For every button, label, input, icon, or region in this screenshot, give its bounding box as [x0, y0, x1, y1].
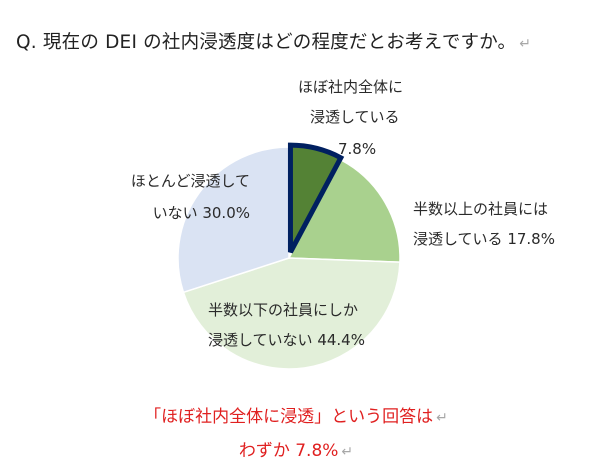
pie-slice-2 [182, 257, 401, 370]
slice-label-2-line1: 半数以下の社員にしか [208, 301, 359, 319]
slice-label-0-value: 7.8% [338, 140, 377, 158]
question-heading: Q. 現在の DEI の社内浸透度はどの程度だとお考えですか。 ↵ [16, 32, 532, 53]
slice-label-1-line1: 半数以上の社員には [413, 200, 549, 218]
return-mark-icon: ↵ [341, 444, 354, 460]
pie-slice-0 [287, 142, 345, 254]
slice-label-3-line2: いない 30.0% [152, 204, 250, 222]
conclusion-line2: わずか 7.8% ↵ [238, 441, 354, 461]
pie-slice-1 [287, 159, 401, 263]
slice-label-1-line2: 浸透している 17.8% [413, 230, 555, 248]
slice-label-0-line1: ほぼ社内全体に [298, 78, 404, 96]
pie-slice-3 [177, 146, 290, 294]
slice-label-0-line2: 浸透している [310, 108, 400, 126]
slice-label-3-line1: ほとんど浸透して [130, 172, 250, 190]
return-mark-icon: ↵ [436, 410, 448, 426]
slice-label-2-line2: 浸透していない 44.4% [208, 331, 365, 349]
return-mark-icon: ↵ [519, 36, 532, 52]
conclusion-line1: 「ほぼ社内全体に浸透」という回答は ↵ [144, 407, 448, 427]
